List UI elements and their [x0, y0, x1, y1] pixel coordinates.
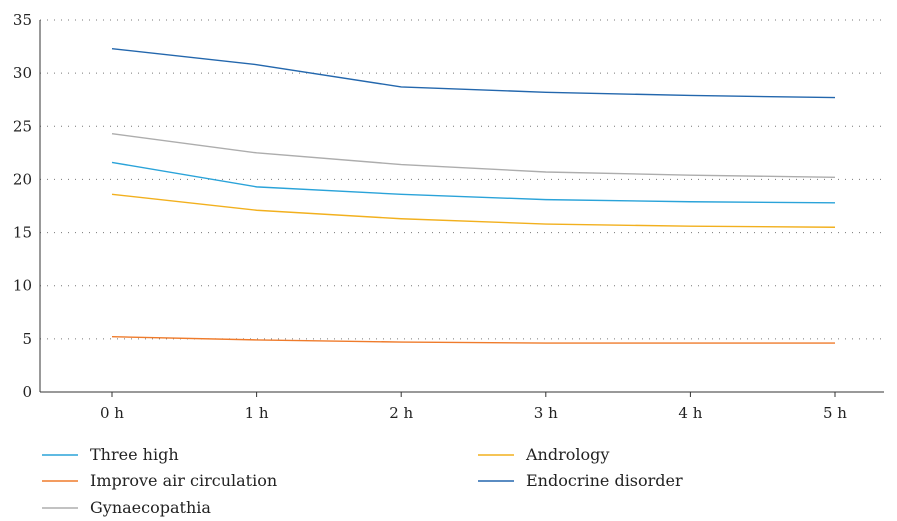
x-tick-label: 1 h: [245, 404, 269, 422]
legend: Three high Andrology Improve air circulati…: [42, 445, 683, 517]
legend-label-improve-air-circulation: Improve air circulation: [90, 471, 277, 490]
y-tick-label: 25: [13, 117, 32, 135]
gridlines: [40, 19, 884, 340]
y-tick-label: 15: [13, 224, 32, 242]
y-tick-label: 0: [22, 383, 32, 401]
axes: 0 5 10 15 20 25 30 35 0 h 1 h 2 h 3 h 4 h 5 h: [13, 11, 884, 422]
series-line-endocrine-disorder: [111, 48, 836, 99]
x-tick-label: 5 h: [823, 404, 847, 422]
x-tick-label: 0 h: [100, 404, 124, 422]
legend-label-endocrine-disorder: Endocrine disorder: [526, 471, 683, 490]
series-lines: [111, 48, 836, 344]
x-tick-label: 2 h: [389, 404, 413, 422]
x-tick-label: 4 h: [678, 404, 702, 422]
y-tick-label: 5: [22, 330, 32, 348]
legend-label-andrology: Andrology: [525, 445, 609, 464]
legend-label-gynaecopathia: Gynaecopathia: [90, 498, 211, 517]
series-line-three-high: [111, 161, 836, 204]
series-line-gynaecopathia: [111, 133, 836, 179]
y-tick-label: 35: [13, 11, 32, 29]
y-tick-label: 10: [13, 277, 32, 295]
y-tick-label: 20: [13, 170, 32, 188]
x-tick-label: 3 h: [534, 404, 558, 422]
y-tick-label: 30: [13, 64, 32, 82]
legend-label-three-high: Three high: [90, 445, 179, 464]
series-line-andrology: [111, 193, 836, 228]
series-line-improve-air-circulation: [111, 336, 835, 344]
